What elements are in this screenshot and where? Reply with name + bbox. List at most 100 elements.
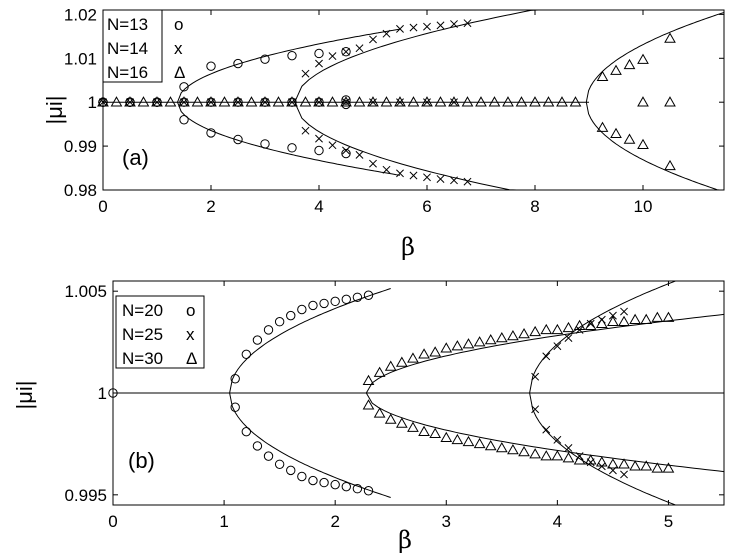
panel-a-series-2-point <box>463 177 472 186</box>
panel-a-legend: N=13 o N=14 x N=16 Δ <box>102 9 185 83</box>
panel-a-series-3-point <box>637 53 649 64</box>
panel-b-series-1-point <box>286 465 296 476</box>
panel-a-ytick-label: 1.01 <box>64 49 97 68</box>
panel-a-series-2-point <box>153 98 161 107</box>
panel-b-series-1-point <box>252 335 263 345</box>
panel-b-xtick-label: 4 <box>553 512 562 531</box>
panel-b-plot-area: 0 1 2 3 4 5 0.995 1 1.005 <box>64 280 725 531</box>
panel-a-series-2-point <box>99 98 107 107</box>
panel-b-series-3-point <box>495 441 508 453</box>
panel-a-series-3-point <box>610 64 622 75</box>
panel-b-series-3-point <box>440 342 453 353</box>
panel-a-curve-2-upper <box>294 9 539 103</box>
panel-b-legend-label-1: N=20 <box>122 301 163 320</box>
panel-b-series-1-point <box>230 402 240 412</box>
panel-a-series-3-point <box>448 96 460 107</box>
panel-a-series-3-point <box>610 127 622 139</box>
panel-b-series-3-point <box>529 448 542 459</box>
panel-a-xtick-label: 2 <box>206 197 215 216</box>
panel-a-series-1-point <box>341 148 351 159</box>
panel-a-curve-3-lower <box>585 102 724 191</box>
panel-b-series-2-point <box>553 435 562 444</box>
panel-b-legend-label-3: N=30 <box>122 349 163 368</box>
panel-a-series-2-point <box>315 59 323 68</box>
panel-a-series-2-point <box>261 98 269 107</box>
panel-b-series-3-point <box>418 425 430 436</box>
panel-b-series-1-point <box>363 290 374 300</box>
panel-a-label: (a) <box>122 145 149 170</box>
panel-a-x-axis-label: β <box>401 233 415 261</box>
panel-a-series-3-point <box>326 96 339 107</box>
panel-a-legend-label-2: N=14 <box>107 39 148 58</box>
panel-b-label: (b) <box>128 448 155 473</box>
panel-b-series-1-point <box>263 325 274 335</box>
panel-a-series-3-point <box>502 96 514 107</box>
panel-a-series-3-point <box>178 96 190 107</box>
panel-a-legend-label-1: N=13 <box>107 15 148 34</box>
panel-b-series-3-point <box>640 313 653 324</box>
panel-a-ytick-label: 1 <box>88 93 97 112</box>
panel-a-xtick-label: 6 <box>422 197 431 216</box>
panel-a-series-3-point <box>475 96 487 107</box>
panel-a-xtick-label: 4 <box>314 197 323 216</box>
panel-a-frame <box>102 9 725 191</box>
panel-a-series-2-point <box>288 98 296 107</box>
panel-a-legend-label-3: N=16 <box>107 63 148 82</box>
panel-a-series-2-point <box>315 134 323 143</box>
panel-a-series-3-point <box>191 96 204 107</box>
panel-b-series-3-point <box>651 311 664 322</box>
panel-b-legend-label-2: N=25 <box>122 325 163 344</box>
panel-a-ytick-label: 0.99 <box>64 137 97 156</box>
panel-a-series-1-point <box>206 61 216 71</box>
panel-a-ytick-label: 0.98 <box>64 181 97 200</box>
panel-b-series-1-point <box>319 298 329 309</box>
panel-a-series-3-point <box>394 96 406 107</box>
panel-b-series-2-point <box>531 372 540 381</box>
panel-a-series-3-point <box>137 96 150 107</box>
panel-b-series-2-point <box>542 352 551 361</box>
panel-a-xtick-label: 10 <box>634 197 653 216</box>
panel-a-series-2-point <box>423 22 431 31</box>
panel-a-series-1-point <box>314 48 324 59</box>
panel-a-plot-area: 0 2 4 6 8 10 0.98 0.99 1 1.01 1.02 <box>64 5 725 216</box>
panel-b-series-3-point <box>662 311 675 322</box>
panel-b-series-1-point <box>319 477 329 488</box>
panel-b-series-2-point <box>531 405 540 414</box>
panel-a-series-2-point <box>450 20 458 29</box>
panel-b-series-1-point <box>352 292 363 302</box>
panel-a-series-3-point <box>232 96 244 107</box>
panel-b-series-3-point <box>629 313 641 324</box>
panel-b-series-3-point <box>573 454 586 465</box>
panel-a-legend-marker-1: o <box>174 15 183 34</box>
panel-a-series-3-point <box>97 96 109 107</box>
panel-a-series-3-point <box>367 96 379 107</box>
panel-a-series-3-point <box>637 138 649 150</box>
panel-a-series-3-point <box>218 96 231 107</box>
panel-b-series-2-point <box>553 342 562 351</box>
panel-b-curve-1-lower <box>229 392 391 498</box>
panel-b-series-3-point <box>462 338 475 349</box>
panel-b-curve-1-upper <box>229 288 391 394</box>
panel-b-series-1-point <box>263 451 274 461</box>
panel-b-ytick-label: 1.005 <box>64 282 107 301</box>
panel-b-series-3-point <box>607 458 619 469</box>
panel-a-series-3-point <box>313 96 325 107</box>
panel-a-series-1-point <box>260 139 270 149</box>
panel-a-series-1-point <box>206 128 216 138</box>
panel-a-series-2-point <box>396 24 404 33</box>
panel-b-series-3-point <box>373 366 386 377</box>
panel-b-series-3-point <box>607 315 619 326</box>
panel-b-series-3-point <box>362 399 375 410</box>
panel-a-series-2-point <box>328 141 337 150</box>
panel-a-curve-3-upper <box>585 12 725 103</box>
panel-a-series-3-point <box>340 96 352 107</box>
panel-b-series-3-point <box>484 439 497 451</box>
panel-a-series-3-point <box>664 96 676 107</box>
panel-a-series-3-point <box>380 96 393 107</box>
panel-a-legend-box <box>102 9 163 83</box>
panel-b-legend: N=20 o N=25 x N=30 Δ <box>115 295 205 369</box>
panel-a-series-3-point <box>556 96 568 107</box>
panel-a-series-1-point <box>179 82 189 92</box>
panel-b-series-3-point <box>384 360 397 371</box>
panel-b-series-1-point <box>108 388 118 398</box>
